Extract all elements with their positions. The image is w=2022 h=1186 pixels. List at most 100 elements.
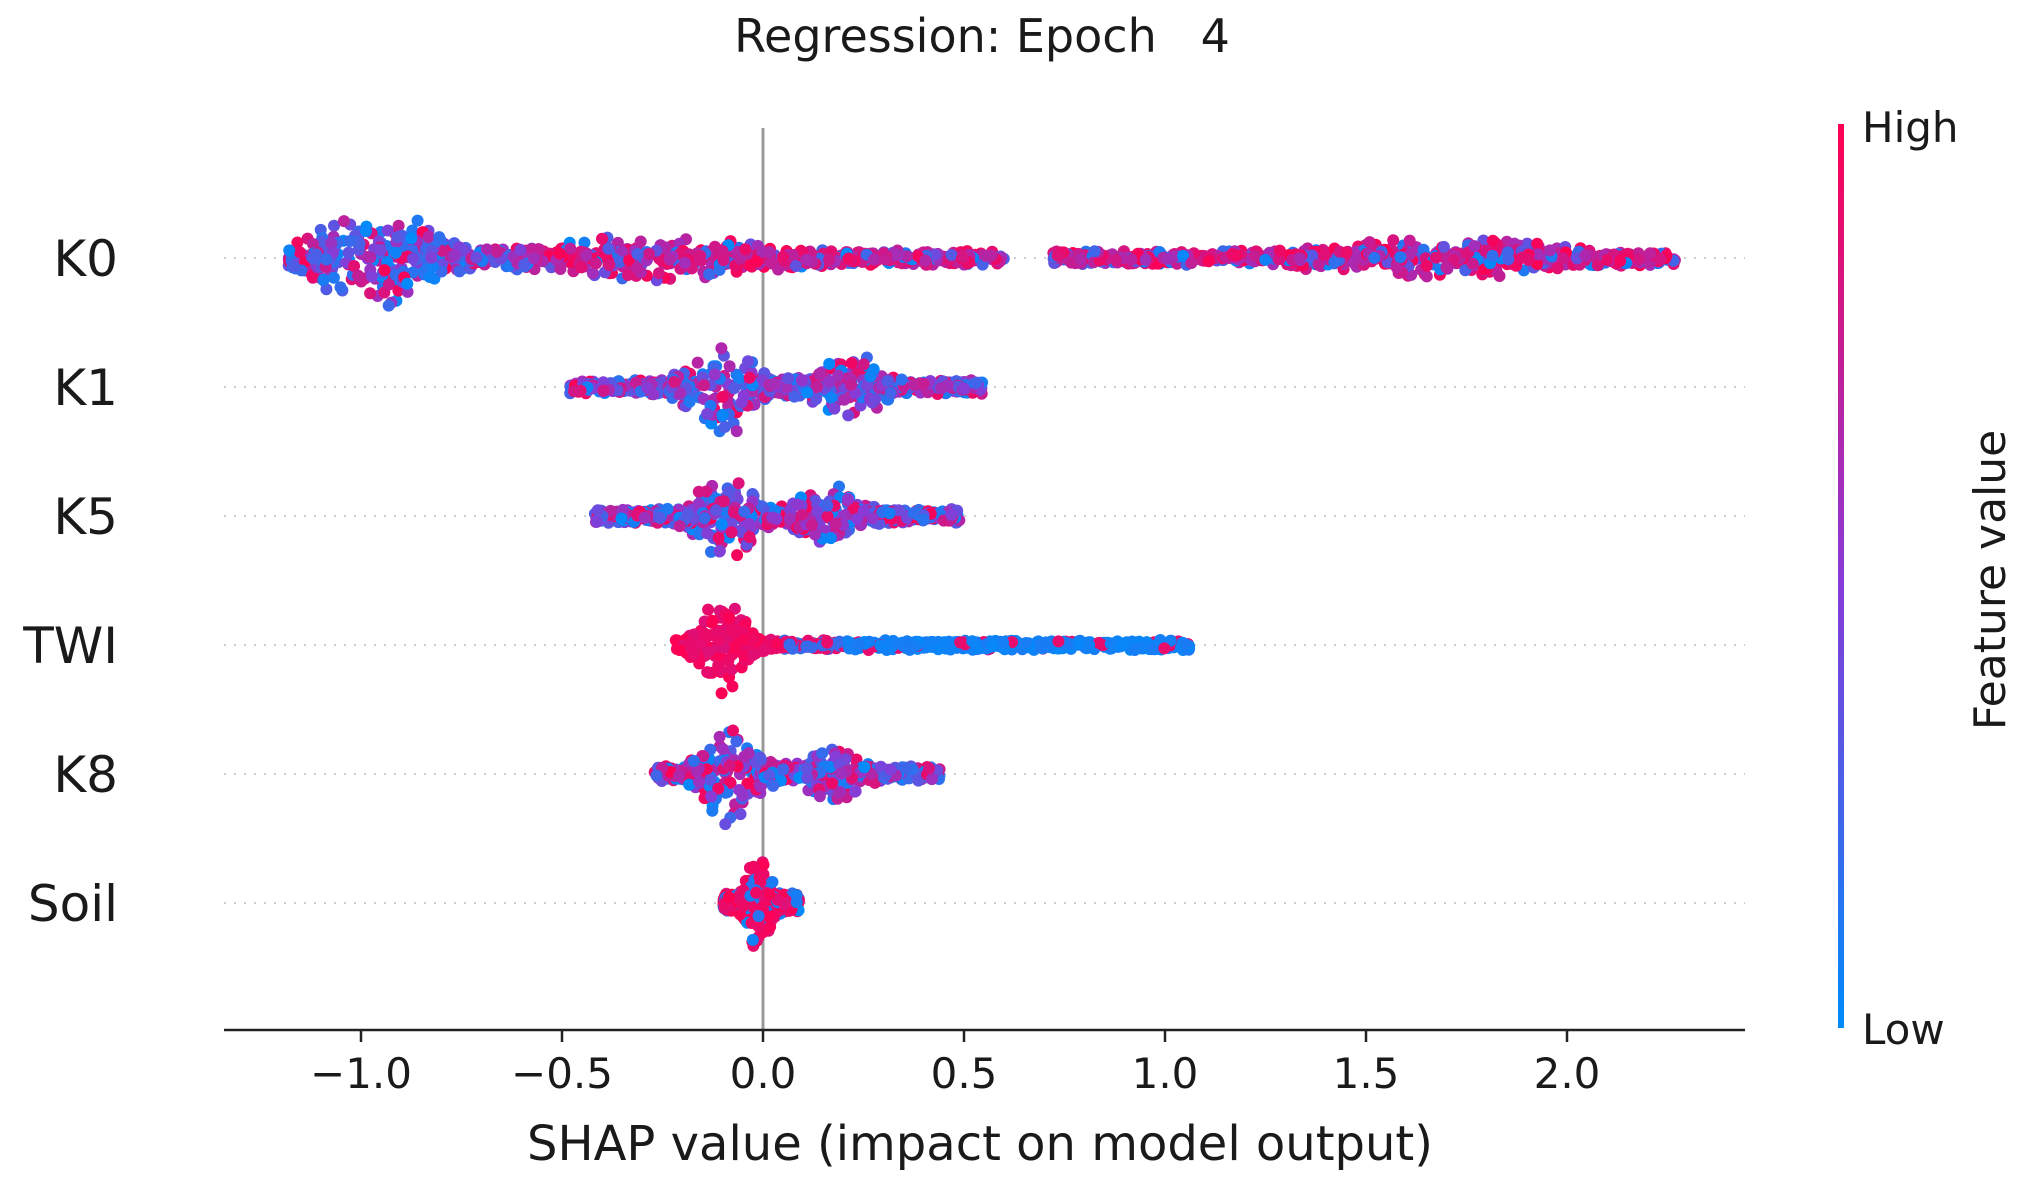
shap-point: [694, 249, 707, 262]
shap-point: [1052, 635, 1065, 648]
shap-point: [613, 256, 626, 268]
shap-point: [727, 506, 740, 519]
shap-point: [1390, 261, 1403, 274]
shap-point: [683, 395, 696, 408]
shap-point: [1429, 251, 1442, 264]
shap-point: [1273, 244, 1286, 257]
shap-point: [643, 247, 655, 260]
shap-point: [631, 262, 644, 274]
shap-point: [907, 506, 920, 519]
shap-point: [715, 518, 728, 531]
shap-point: [883, 507, 896, 520]
shap-point: [899, 761, 912, 774]
shap-point: [771, 637, 784, 650]
shap-point: [1162, 252, 1175, 265]
shap-point: [747, 649, 760, 661]
shap-point: [698, 627, 710, 640]
shap-point: [727, 724, 739, 737]
shap-point: [287, 260, 300, 273]
shap-point: [790, 896, 803, 909]
shap-point: [378, 264, 391, 277]
feature-label-soil: Soil: [28, 875, 118, 933]
shap-point: [986, 640, 999, 653]
shap-point: [709, 504, 722, 517]
shap-point: [381, 224, 394, 237]
shap-point: [348, 260, 361, 272]
shap-point: [842, 252, 855, 265]
shap-point: [1259, 253, 1272, 266]
shap-point: [698, 512, 711, 525]
colorbar-low-label: Low: [1862, 1005, 1945, 1054]
shap-point: [580, 249, 593, 262]
shap-point: [874, 639, 887, 652]
shap-point: [823, 253, 836, 266]
shap-point: [718, 420, 731, 433]
shap-point: [389, 246, 402, 259]
shap-point: [352, 269, 365, 282]
shap-point: [702, 646, 715, 659]
shap-point: [701, 407, 714, 420]
shap-point: [693, 775, 706, 788]
shap-point: [650, 769, 663, 782]
shap-point: [673, 520, 686, 533]
shap-point: [1486, 249, 1499, 262]
shap-point: [320, 253, 333, 266]
shap-point: [954, 636, 967, 649]
shap-point: [806, 519, 818, 532]
shap-point: [1394, 251, 1407, 264]
shap-point: [828, 402, 841, 415]
shap-point: [728, 382, 741, 395]
shap-point: [1486, 234, 1499, 247]
shap-point: [752, 910, 765, 923]
shap-point: [310, 248, 323, 261]
shap-point: [750, 886, 763, 899]
shap-point: [966, 635, 979, 648]
shap-point: [317, 273, 330, 286]
shap-point: [747, 634, 760, 647]
shap-point: [679, 256, 691, 269]
shap-point: [838, 393, 851, 406]
shap-point: [739, 243, 752, 256]
shap-point: [767, 779, 780, 792]
shap-point: [821, 636, 834, 649]
shap-point: [603, 259, 616, 272]
points-k5: [588, 477, 966, 562]
shap-point: [917, 513, 930, 526]
shap-point: [734, 808, 747, 821]
shap-point: [514, 243, 527, 256]
colorbar-high-label: High: [1862, 103, 1959, 152]
shap-point: [708, 368, 721, 381]
shap-point: [787, 249, 800, 262]
shap-point: [801, 386, 814, 399]
x-tick-label: −0.5: [511, 1049, 613, 1098]
shap-point: [1158, 642, 1171, 655]
shap-point: [858, 761, 871, 774]
shap-point: [1125, 253, 1138, 266]
shap-point: [1632, 253, 1645, 266]
shap-point: [763, 911, 776, 923]
shap-point: [742, 355, 754, 368]
shap-point: [1437, 240, 1450, 253]
shap-point: [917, 377, 930, 390]
shap-point: [668, 376, 681, 388]
shap-point: [652, 267, 665, 280]
shap-point: [425, 251, 438, 264]
shap-point: [360, 225, 372, 238]
shap-point: [1543, 244, 1556, 257]
shap-point: [743, 531, 756, 544]
shap-point: [715, 342, 728, 355]
shap-point: [1601, 254, 1614, 266]
shap-point: [938, 636, 951, 649]
shap-point: [1440, 261, 1453, 274]
shap-point: [763, 888, 776, 901]
shap-point: [723, 759, 736, 772]
shap-point: [895, 373, 908, 386]
shap-point: [772, 263, 785, 276]
shap-point: [919, 254, 932, 267]
shap-point: [713, 545, 726, 557]
shap-point: [1340, 246, 1353, 259]
shap-point: [723, 611, 736, 624]
shap-point: [980, 249, 992, 262]
shap-point: [589, 257, 602, 270]
shap-point: [868, 393, 881, 406]
